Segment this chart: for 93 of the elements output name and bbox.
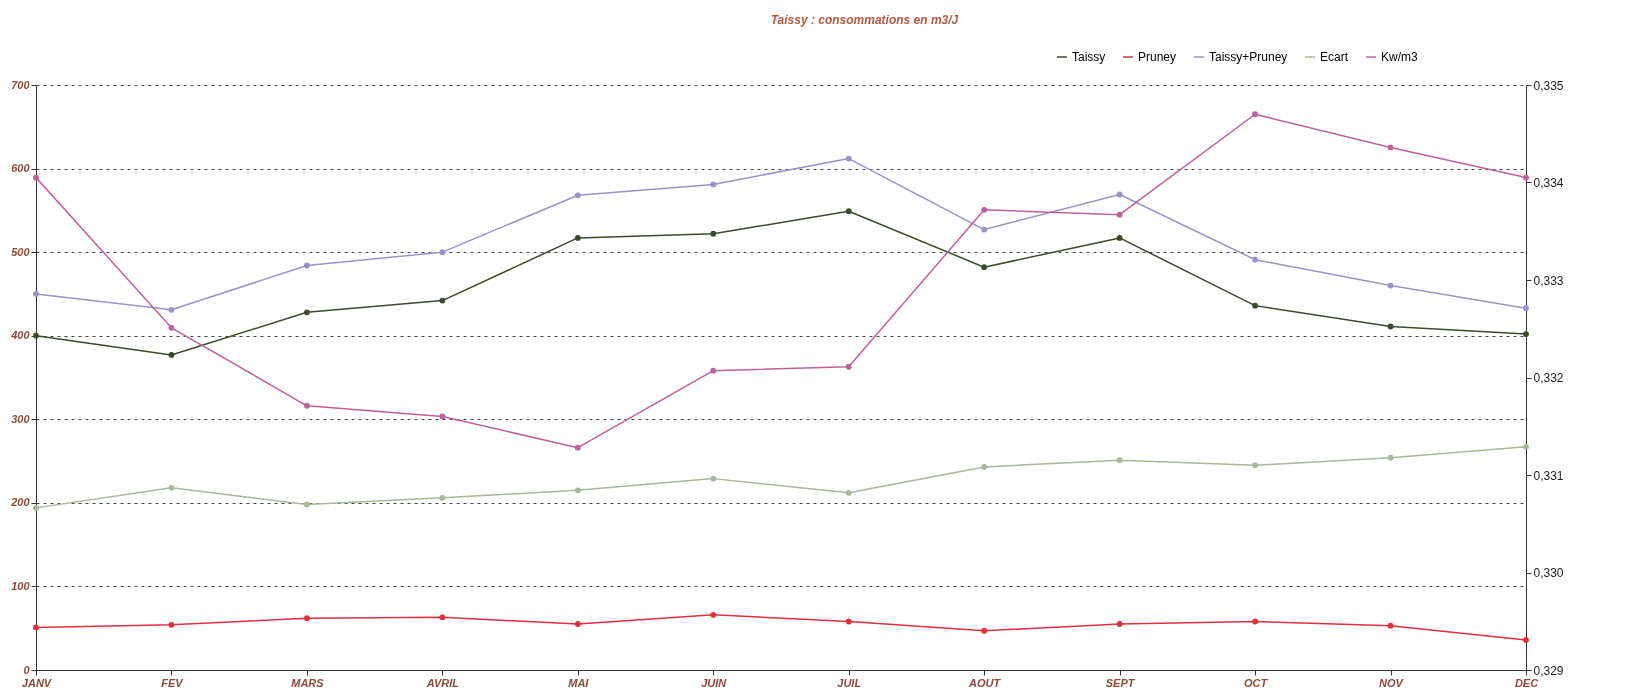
point	[439, 494, 446, 501]
point	[1252, 462, 1259, 469]
x-tick-label: OCT	[1243, 676, 1269, 689]
point	[845, 618, 852, 625]
y2-tick-label: 0,330	[1533, 566, 1564, 580]
point	[33, 504, 39, 511]
point	[1252, 256, 1259, 263]
legend-label: Taissy+Pruney	[1209, 50, 1288, 64]
point	[1116, 457, 1123, 464]
point	[574, 235, 581, 241]
point	[1116, 191, 1123, 198]
point	[168, 484, 175, 491]
y2-tick-label: 0,329	[1533, 663, 1564, 678]
x-tick-label: NOV	[1379, 676, 1405, 689]
point	[710, 475, 717, 482]
x-tick-label: SEPT	[1105, 676, 1136, 689]
y2-tick-label: 0,331	[1533, 468, 1564, 483]
point	[710, 181, 717, 188]
point	[1116, 621, 1123, 627]
point	[303, 402, 310, 409]
point	[981, 627, 988, 634]
point	[981, 226, 988, 233]
x-tick-label: AVRIL	[425, 676, 460, 689]
point	[33, 624, 39, 631]
legend-label: Ecart	[1320, 50, 1349, 64]
point	[1523, 637, 1529, 643]
point	[168, 324, 175, 331]
y-tick-label: 400	[10, 329, 31, 342]
y-tick-label: 100	[11, 579, 31, 592]
point	[1387, 282, 1394, 289]
point	[1252, 618, 1259, 625]
y-tick-label: 0	[23, 663, 31, 676]
point	[981, 464, 988, 470]
point	[33, 332, 39, 339]
y2-tick-label: 0,332	[1533, 371, 1564, 385]
point	[845, 208, 852, 215]
x-tick-label: JUIL	[837, 676, 862, 689]
point	[1387, 622, 1394, 629]
legend-label: Kw/m3	[1381, 50, 1418, 64]
point	[1387, 323, 1394, 330]
point	[168, 621, 175, 628]
point	[1252, 302, 1259, 309]
point	[33, 291, 39, 297]
x-tick-label: JUIN	[701, 676, 728, 689]
point	[1523, 331, 1529, 337]
point	[1252, 111, 1259, 118]
point	[439, 297, 446, 304]
y2-tick-label: 0,335	[1533, 78, 1564, 93]
point	[303, 262, 310, 269]
point	[168, 306, 175, 313]
point	[574, 621, 581, 627]
point	[168, 352, 175, 358]
point	[574, 487, 581, 494]
point	[1523, 305, 1529, 312]
point	[574, 444, 581, 451]
point	[845, 363, 852, 370]
x-tick-label: JANV	[21, 676, 53, 689]
chart-title: Taissy : consommations en m3/J	[770, 13, 959, 27]
point	[33, 174, 39, 181]
x-tick-label: AOUT	[968, 676, 1002, 689]
y2-tick-label: 0,333	[1533, 273, 1564, 288]
point	[1116, 235, 1123, 241]
x-tick-label: FEV	[161, 676, 185, 689]
point	[845, 489, 852, 496]
point	[439, 413, 446, 420]
point	[574, 192, 581, 199]
point	[981, 206, 988, 213]
point	[439, 249, 446, 256]
point	[710, 230, 717, 237]
point	[1116, 211, 1123, 218]
point	[303, 309, 310, 316]
point	[981, 264, 988, 271]
y-tick-label: 500	[11, 245, 31, 258]
point	[303, 501, 310, 508]
point	[1523, 443, 1529, 450]
y-tick-label: 700	[11, 78, 31, 91]
y-tick-label: 600	[11, 162, 31, 175]
point	[710, 611, 717, 618]
point	[710, 367, 717, 374]
point	[845, 155, 852, 162]
point	[303, 615, 310, 622]
legend-label: Taissy	[1072, 50, 1106, 64]
y-tick-label: 300	[11, 412, 31, 425]
x-tick-label: DEC	[1514, 676, 1540, 689]
legend-label: Pruney	[1138, 50, 1177, 64]
y2-tick-label: 0,334	[1533, 176, 1564, 190]
point	[1387, 144, 1394, 151]
x-tick-label: MAI	[568, 676, 590, 689]
point	[439, 614, 446, 621]
point	[1387, 454, 1394, 461]
point	[1523, 174, 1529, 181]
x-tick-label: MARS	[291, 676, 325, 689]
y-tick-label: 200	[10, 496, 31, 509]
